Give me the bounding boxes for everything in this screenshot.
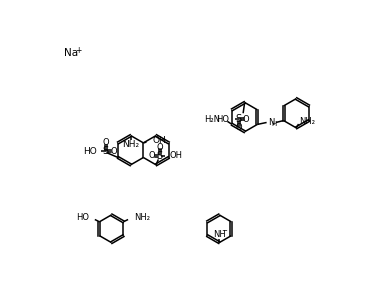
Text: OH: OH [152, 136, 166, 145]
Text: NH₂: NH₂ [122, 140, 139, 149]
Text: S: S [235, 114, 242, 124]
Text: N: N [268, 118, 274, 127]
Text: NH: NH [213, 230, 226, 239]
Text: OH: OH [170, 151, 183, 160]
Text: HO: HO [216, 115, 229, 124]
Text: H₂N: H₂N [204, 115, 220, 124]
Text: NH₂: NH₂ [134, 214, 150, 223]
Text: −: − [222, 228, 228, 234]
Text: NH₂: NH₂ [300, 117, 315, 126]
Text: S: S [157, 151, 163, 161]
Text: Na: Na [64, 48, 78, 58]
Text: +: + [75, 46, 82, 55]
Text: O: O [149, 151, 156, 160]
Text: O: O [156, 143, 163, 152]
Text: O: O [102, 138, 109, 147]
Text: S: S [103, 146, 109, 156]
Text: O: O [235, 124, 242, 132]
Text: HO: HO [83, 147, 97, 156]
Text: HO: HO [76, 214, 89, 223]
Text: H: H [272, 121, 277, 127]
Text: O: O [110, 147, 117, 156]
Text: O: O [243, 115, 249, 124]
